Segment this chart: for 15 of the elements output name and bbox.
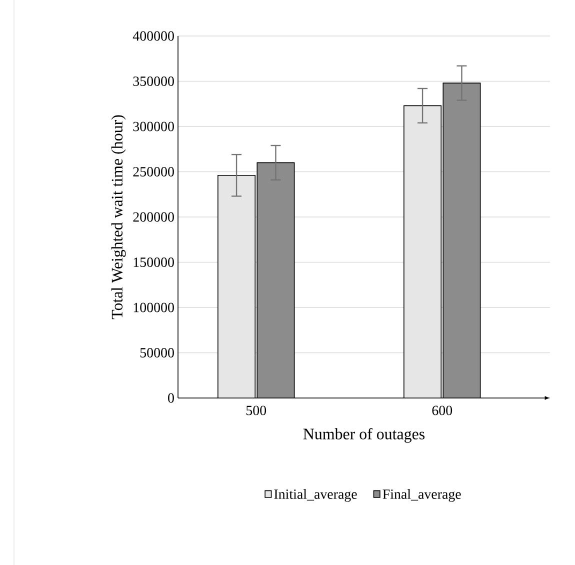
- y-tick-label: 0: [168, 393, 174, 403]
- x-tick-label: 500: [246, 406, 266, 416]
- y-tick-label: 400000: [132, 31, 174, 41]
- y-tick-label: 150000: [134, 258, 174, 267]
- x-axis-title: Number of outages: [303, 428, 425, 443]
- y-tick-label: 250000: [133, 167, 174, 176]
- y-tick-label: 350000: [133, 76, 174, 86]
- y-tick-label: 50000: [140, 348, 174, 358]
- y-tick-label: 200000: [133, 212, 174, 222]
- legend-label: Initial_average: [274, 489, 357, 502]
- y-tick-label: 300000: [133, 122, 174, 132]
- y-axis-title: Total Weighted wait time (hour): [111, 115, 126, 320]
- legend-label: Final_average: [382, 489, 461, 502]
- y-tick-label: 100000: [134, 302, 174, 312]
- x-tick-label: 600: [432, 406, 452, 416]
